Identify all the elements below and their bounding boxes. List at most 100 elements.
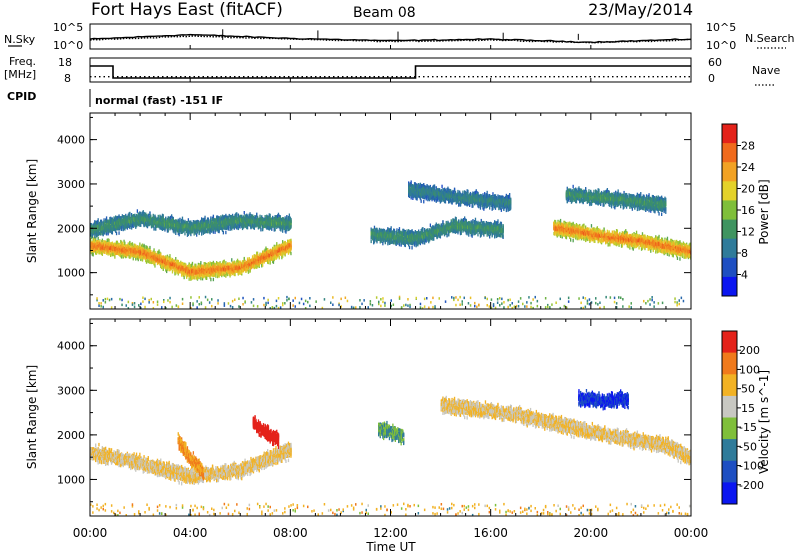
power-cell <box>107 252 109 256</box>
power-cell <box>263 249 265 254</box>
power-cell <box>100 246 102 251</box>
power-cell <box>107 249 109 253</box>
power-cell <box>107 221 109 225</box>
power-cell <box>175 266 177 270</box>
power-cell <box>176 222 179 227</box>
power-cell <box>185 267 187 271</box>
power-cell <box>120 253 122 257</box>
power-cell <box>94 246 96 250</box>
power-cell <box>184 228 186 232</box>
power-cell <box>95 238 97 242</box>
power-cell <box>90 241 93 246</box>
power-cell <box>100 228 102 232</box>
power-cell <box>96 246 99 250</box>
power-cell <box>192 226 195 231</box>
power-cell <box>219 269 221 273</box>
power-cell <box>197 268 200 272</box>
power-cell <box>140 246 143 251</box>
power-cell <box>222 272 225 276</box>
power-cell <box>125 248 128 253</box>
power-cell <box>201 268 204 272</box>
power-cell <box>187 264 190 268</box>
power-cell <box>133 250 135 254</box>
power-cell <box>199 264 201 268</box>
power-cell <box>174 223 176 228</box>
power-cell <box>115 243 117 248</box>
power-cell <box>250 261 252 266</box>
power-cell <box>158 220 160 225</box>
power-cell <box>101 246 104 250</box>
power-cell <box>91 231 94 235</box>
power-cell <box>205 276 207 280</box>
power-cell <box>138 247 140 251</box>
power-cell <box>156 222 159 226</box>
power-cell <box>95 234 98 238</box>
power-cell <box>214 268 216 272</box>
power-cell <box>265 256 267 260</box>
power-cell <box>110 225 112 229</box>
power-cell <box>217 266 220 270</box>
power-cell <box>129 213 131 218</box>
power-cell <box>195 220 197 224</box>
power-cell <box>251 263 253 267</box>
power-cell <box>177 270 179 274</box>
power-cell <box>280 246 282 250</box>
power-cell <box>113 242 115 247</box>
power-cell <box>153 254 155 259</box>
power-cell <box>196 275 198 279</box>
power-cell <box>105 251 108 255</box>
power-cell <box>273 249 275 254</box>
power-cell <box>143 222 145 226</box>
power-cell <box>281 243 283 247</box>
power-cell <box>231 264 234 268</box>
power-cell <box>267 254 270 258</box>
power-cell <box>187 271 190 275</box>
power-cell <box>120 250 123 255</box>
power-cell <box>154 260 156 265</box>
power-cell <box>278 243 280 248</box>
power-cell <box>155 220 158 224</box>
power-cell <box>177 222 179 226</box>
power-cell <box>153 220 155 225</box>
power-cell <box>197 264 200 269</box>
power-cell <box>156 261 159 266</box>
power-cell <box>189 231 191 235</box>
power-cell <box>207 262 210 266</box>
power-cell <box>280 251 282 256</box>
power-cell <box>145 253 147 258</box>
power-cell <box>142 245 144 249</box>
power-cell <box>130 252 132 257</box>
power-cell <box>212 277 215 282</box>
power-cell <box>119 245 121 249</box>
power-cell <box>206 272 208 277</box>
power-cell <box>172 217 174 222</box>
power-cell <box>142 249 144 254</box>
power-cell <box>163 259 165 263</box>
power-cell <box>281 252 283 256</box>
power-cell <box>147 214 149 218</box>
power-cell <box>131 215 134 219</box>
power-cell <box>137 213 139 217</box>
power-cell <box>282 247 285 251</box>
power-cell <box>127 220 129 225</box>
power-cell <box>171 216 174 220</box>
power-cell <box>171 226 174 231</box>
power-cell <box>206 267 209 271</box>
power-cell <box>144 252 146 256</box>
power-cell <box>153 261 155 266</box>
power-cell <box>161 259 163 263</box>
power-cell <box>185 265 187 269</box>
power-cell <box>113 248 115 253</box>
power-cell <box>159 220 161 224</box>
power-cell <box>138 219 140 224</box>
power-cell <box>129 250 131 255</box>
power-cell <box>128 250 130 255</box>
power-cell <box>129 244 131 248</box>
power-cell <box>253 257 255 262</box>
power-cell <box>262 252 265 257</box>
power-cell <box>200 273 202 278</box>
power-cell <box>287 243 289 247</box>
power-cell <box>225 261 227 265</box>
power-cell <box>166 224 169 229</box>
power-cell <box>111 243 114 248</box>
